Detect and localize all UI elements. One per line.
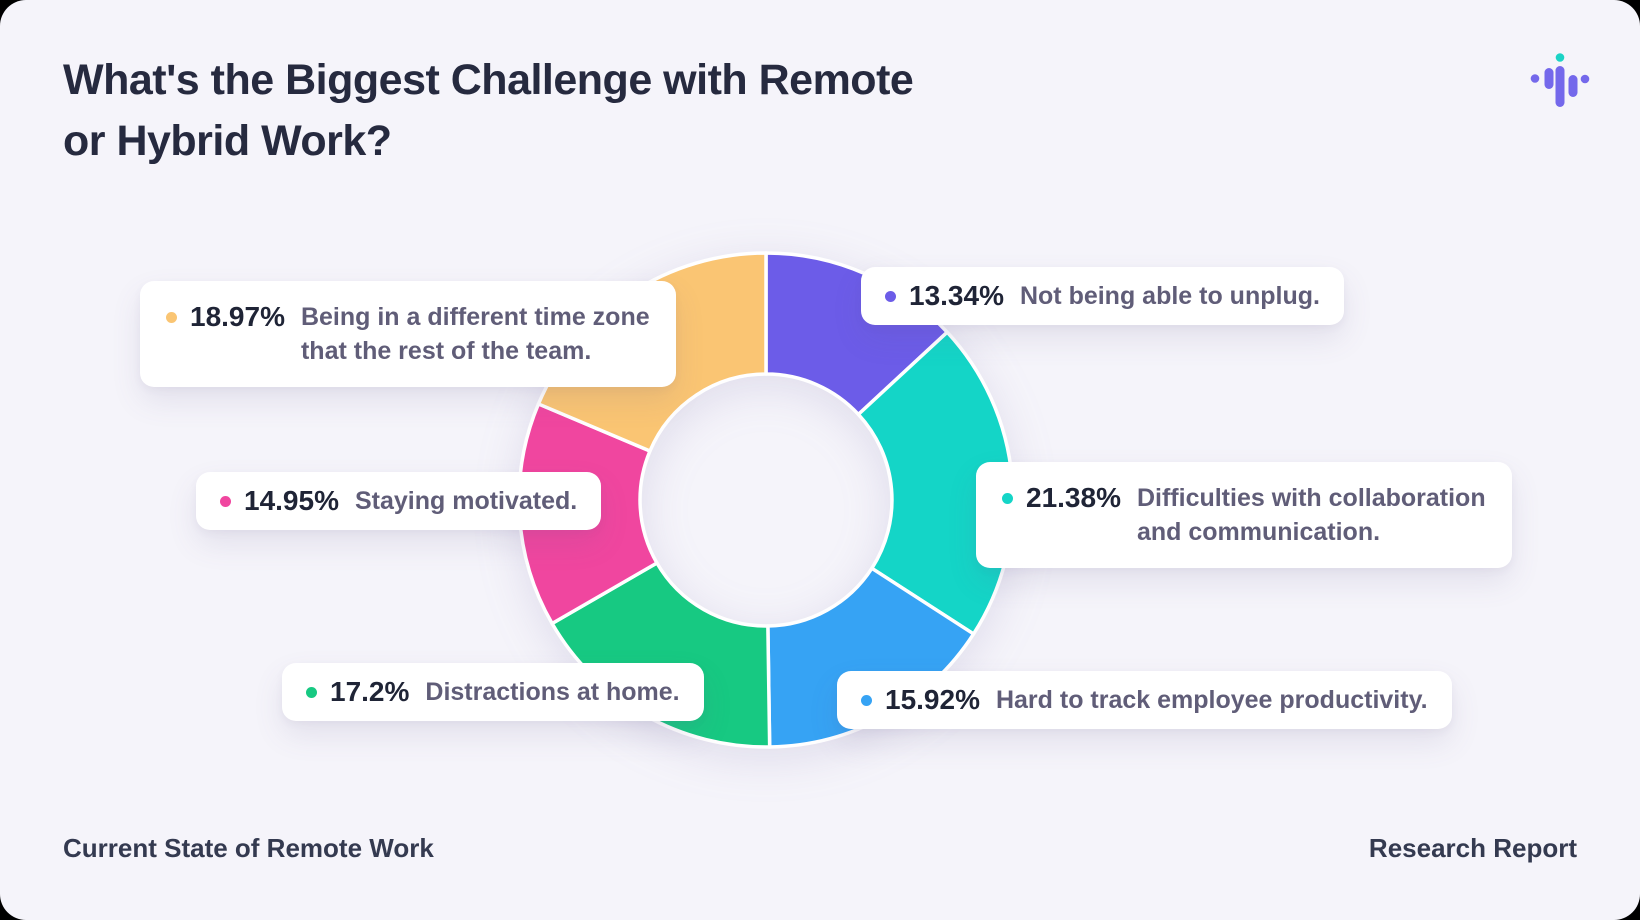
productivity-percent: 15.92% <box>885 684 980 715</box>
collaboration-label-line2: and communication. <box>1136 518 1381 546</box>
donut-slice-3 <box>550 561 772 749</box>
callout-distractions: 17.2% Distractions at home. <box>282 663 704 721</box>
distractions-percent: 17.2% <box>330 676 410 707</box>
motivated-label: Staying motivated. <box>354 487 578 515</box>
motivated-percent: 14.95% <box>244 485 339 516</box>
logo-left-bar <box>1544 68 1554 89</box>
callout-timezone: 18.97% Being in a different time zone th… <box>140 281 676 387</box>
collaboration-label: Difficulties with collaboration and comm… <box>1137 481 1486 549</box>
productivity-label: Hard to track employee productivity. <box>995 686 1428 714</box>
donut-chart <box>516 250 1016 750</box>
callout-motivated: 14.95% Staying motivated. <box>196 472 602 530</box>
unplug-color-dot-icon <box>885 290 896 302</box>
callout-collaboration: 21.38% Difficulties with collaboration a… <box>976 462 1512 568</box>
donut-chart-svg <box>517 251 1015 749</box>
collaboration-color-dot-icon <box>1002 493 1013 504</box>
timezone-color-dot-icon <box>166 312 177 323</box>
callout-productivity: 15.92% Hard to track employee productivi… <box>837 671 1452 729</box>
donut-slice-1 <box>856 330 1015 636</box>
unplug-label: Not being able to unplug. <box>1019 282 1320 310</box>
logo-accent-dot <box>1555 53 1565 62</box>
footer-report-label: Research Report <box>1368 833 1577 863</box>
productivity-color-dot-icon <box>861 694 872 706</box>
timezone-label-line2: that the rest of the team. <box>300 337 592 365</box>
timezone-label: Being in a different time zone that the … <box>301 300 650 368</box>
pulse-soundwave-logo-icon <box>1530 53 1590 107</box>
logo-center-bar <box>1555 66 1565 107</box>
logo-right-bar <box>1568 75 1578 97</box>
page-title: What's the Biggest Challenge with Remote… <box>63 50 1043 172</box>
unplug-percent: 13.34% <box>909 280 1004 311</box>
timezone-percent: 18.97% <box>190 301 285 332</box>
collaboration-label-line1: Difficulties with collaboration <box>1136 484 1486 512</box>
distractions-color-dot-icon <box>306 686 317 698</box>
page-title-line2: or Hybrid Work? <box>63 117 392 165</box>
footer-source-label: Current State of Remote Work <box>63 833 434 863</box>
callout-unplug: 13.34% Not being able to unplug. <box>861 267 1344 325</box>
timezone-label-line1: Being in a different time zone <box>300 303 650 331</box>
page-title-line1: What's the Biggest Challenge with Remote <box>63 56 914 104</box>
distractions-label: Distractions at home. <box>425 678 680 706</box>
logo-left-dot <box>1530 74 1540 83</box>
logo-right-dot <box>1580 74 1590 84</box>
motivated-color-dot-icon <box>220 495 231 507</box>
collaboration-percent: 21.38% <box>1026 482 1121 513</box>
